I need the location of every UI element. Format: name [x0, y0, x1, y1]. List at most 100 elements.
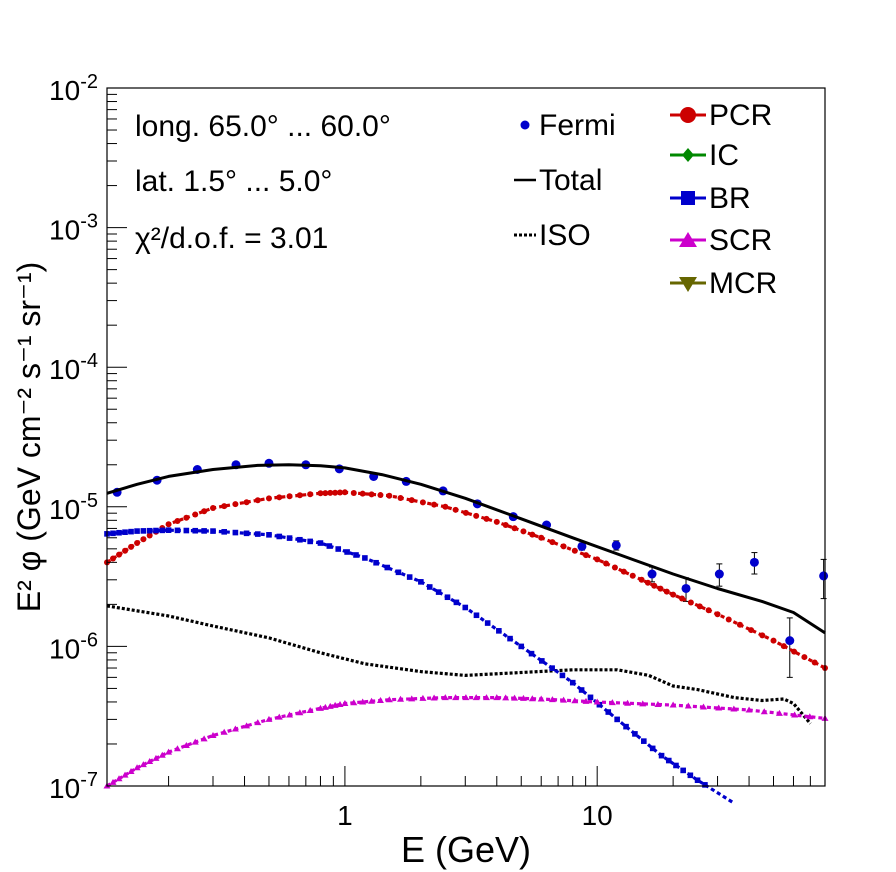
pcr-marker: [748, 627, 755, 634]
pcr-marker: [419, 499, 426, 506]
pcr-marker: [549, 539, 556, 546]
pcr-marker: [696, 603, 703, 610]
br-marker: [266, 532, 272, 538]
scr-marker: [760, 708, 768, 715]
br-marker: [116, 529, 122, 536]
br-marker: [140, 528, 147, 534]
scr-marker: [165, 748, 173, 755]
fermi-point: [577, 541, 587, 551]
y-tick-label-base: 10: [49, 215, 80, 246]
scr-marker: [430, 694, 438, 701]
scr-marker: [220, 728, 228, 735]
scr-marker: [158, 751, 166, 758]
pcr-marker: [483, 515, 490, 522]
pcr-marker: [408, 497, 415, 504]
br-marker: [694, 777, 701, 784]
br-marker: [362, 555, 368, 561]
scr-marker: [368, 697, 376, 704]
br-marker: [221, 529, 227, 535]
pcr-marker: [520, 528, 527, 535]
br-marker: [484, 620, 491, 626]
pcr-marker: [582, 552, 589, 559]
br-marker: [406, 574, 413, 580]
legend-marker-mcr: [679, 277, 697, 292]
legend-label-mcr: MCR: [709, 267, 777, 300]
pcr-marker: [386, 492, 393, 499]
y-tick-label-base: 10: [49, 773, 80, 804]
pcr-marker: [221, 503, 228, 510]
pcr-marker: [473, 512, 480, 519]
br-marker: [122, 529, 128, 535]
scr-marker: [133, 764, 141, 771]
br-marker: [134, 528, 140, 534]
scr-marker: [582, 697, 590, 704]
scr-marker: [528, 695, 536, 702]
scr-marker: [519, 694, 527, 701]
br-marker: [528, 650, 535, 657]
legend-label-pcr: PCR: [709, 99, 772, 132]
pcr-marker: [359, 490, 366, 497]
br-marker: [317, 540, 324, 546]
pcr-marker: [651, 582, 658, 589]
pcr-marker: [687, 599, 694, 606]
y-tick-label-exponent: -2: [80, 71, 98, 93]
scr-marker: [350, 699, 358, 706]
pcr-marker: [122, 547, 129, 554]
pcr-marker: [657, 585, 664, 592]
scr-marker: [191, 738, 199, 745]
pcr-marker: [317, 490, 324, 497]
scr-marker: [472, 694, 480, 701]
br-marker: [344, 549, 350, 555]
pcr-marker: [493, 518, 500, 525]
scr-marker: [397, 695, 405, 702]
scr-marker: [265, 715, 273, 722]
br-marker: [596, 701, 603, 708]
br-marker: [641, 738, 647, 744]
br-marker: [426, 584, 433, 590]
scr-marker: [359, 698, 367, 705]
br-marker: [335, 546, 342, 552]
br-marker: [559, 672, 566, 679]
scr-marker: [639, 700, 647, 707]
y-tick-label: 10-3: [49, 211, 98, 246]
pcr-marker: [629, 572, 636, 579]
scr-marker: [296, 709, 304, 716]
scr-marker: [109, 778, 117, 785]
fermi-point: [819, 571, 829, 581]
pcr-marker: [368, 491, 375, 498]
y-tick-label: 10-7: [49, 769, 98, 804]
x-axis-title: E (GeV): [401, 829, 531, 870]
pcr-marker: [134, 540, 141, 547]
pcr-marker: [811, 659, 818, 666]
scr-marker: [419, 694, 427, 701]
br-marker: [286, 535, 293, 541]
legend-label-fermi: Fermi: [539, 109, 616, 142]
scr-marker: [286, 711, 294, 718]
total-line: [106, 463, 826, 635]
pcr-marker: [110, 555, 117, 562]
scr-marker: [243, 722, 251, 729]
br-marker: [632, 731, 638, 737]
scr-marker: [254, 719, 262, 726]
pcr-marker: [801, 654, 808, 661]
pcr-marker: [116, 551, 123, 558]
br-marker: [614, 716, 620, 723]
pcr-marker: [183, 514, 190, 521]
pcr-marker: [128, 543, 135, 550]
pcr-marker: [165, 521, 172, 528]
scr-marker: [146, 758, 154, 765]
br-marker: [254, 531, 261, 537]
scr-marker: [593, 698, 601, 705]
pcr-marker: [232, 501, 239, 508]
pcr-marker: [140, 536, 147, 543]
scr-marker: [376, 696, 384, 703]
pcr-marker: [538, 534, 545, 541]
y-tick-label-base: 10: [49, 633, 80, 664]
y-tick-label-exponent: -4: [80, 350, 98, 372]
pcr-marker: [759, 632, 766, 639]
scr-marker: [537, 695, 545, 702]
scr-marker: [408, 695, 416, 702]
scr-marker: [385, 696, 393, 703]
scr-marker: [441, 694, 449, 701]
scr-marker: [115, 775, 123, 782]
